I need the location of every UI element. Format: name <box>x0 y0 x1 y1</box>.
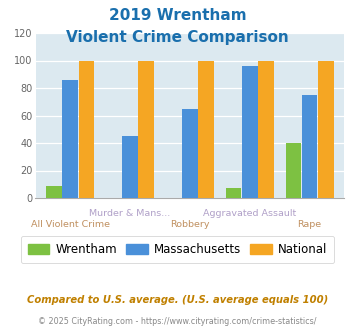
Text: 2019 Wrentham: 2019 Wrentham <box>109 8 246 23</box>
Bar <box>286 143 301 198</box>
Bar <box>242 66 258 198</box>
Text: Robbery: Robbery <box>170 220 210 229</box>
Text: Murder & Mans...: Murder & Mans... <box>89 209 171 218</box>
Text: Violent Crime Comparison: Violent Crime Comparison <box>66 30 289 45</box>
Legend: Wrentham, Massachusetts, National: Wrentham, Massachusetts, National <box>21 236 334 263</box>
Bar <box>78 60 94 198</box>
Bar <box>302 95 317 198</box>
Bar <box>318 60 334 198</box>
Text: Compared to U.S. average. (U.S. average equals 100): Compared to U.S. average. (U.S. average … <box>27 295 328 305</box>
Text: All Violent Crime: All Violent Crime <box>31 220 110 229</box>
Bar <box>46 185 62 198</box>
Bar <box>182 109 198 198</box>
Text: Rape: Rape <box>297 220 322 229</box>
Bar <box>198 60 214 198</box>
Bar <box>62 80 78 198</box>
Text: © 2025 CityRating.com - https://www.cityrating.com/crime-statistics/: © 2025 CityRating.com - https://www.city… <box>38 317 317 326</box>
Text: Aggravated Assault: Aggravated Assault <box>203 209 296 218</box>
Bar <box>258 60 274 198</box>
Bar <box>226 188 241 198</box>
Bar <box>138 60 154 198</box>
Bar <box>122 136 138 198</box>
